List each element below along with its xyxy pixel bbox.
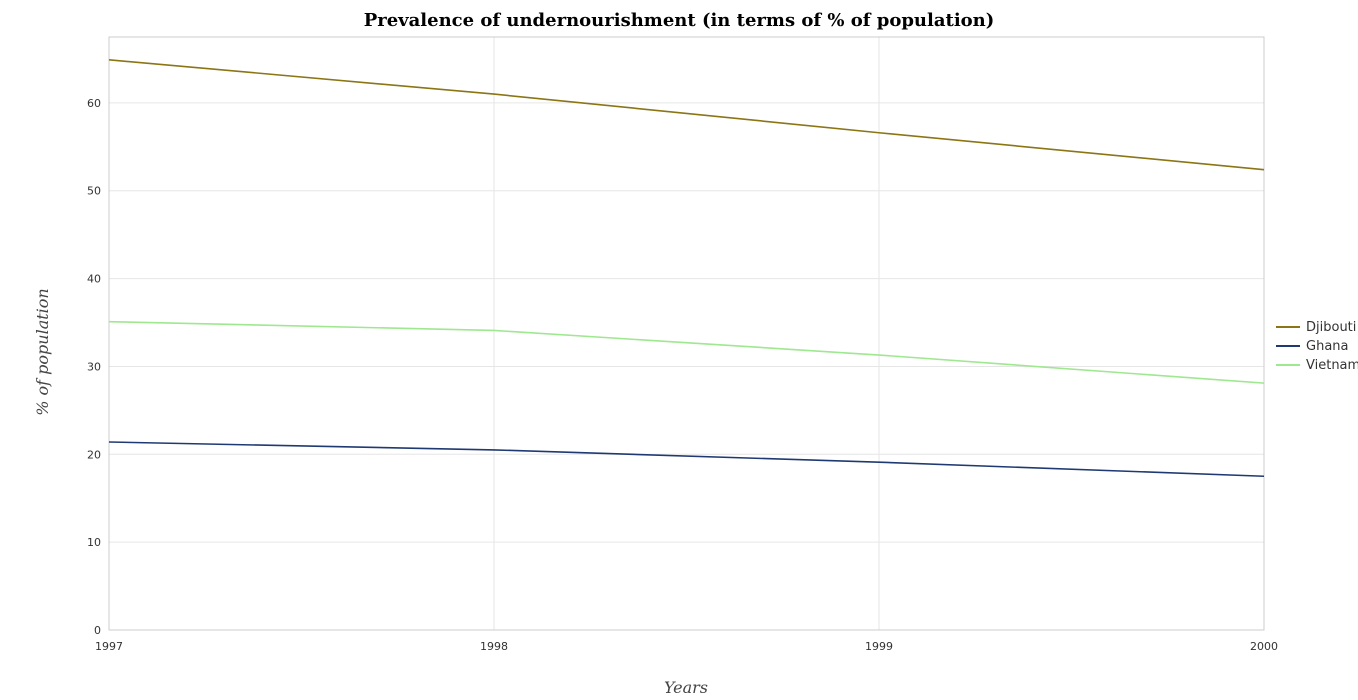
y-tick-label: 60 xyxy=(87,97,101,110)
y-tick-label: 50 xyxy=(87,185,101,198)
y-tick-label: 40 xyxy=(87,273,101,286)
legend-label-ghana: Ghana xyxy=(1306,339,1349,354)
x-tick-label: 2000 xyxy=(1250,640,1278,653)
plot-frame xyxy=(108,36,1265,631)
legend-label-vietnam: Vietnam xyxy=(1306,358,1358,373)
series-layer xyxy=(108,59,1265,478)
y-axis-label: % of population xyxy=(33,288,52,416)
x-tick-label: 1999 xyxy=(865,640,893,653)
y-tick-label: 10 xyxy=(87,536,101,549)
series-line-djibouti xyxy=(108,59,1265,171)
series-line-ghana xyxy=(108,441,1265,478)
x-tick-label: 1997 xyxy=(95,640,123,653)
legend-label-djibouti: Djibouti xyxy=(1306,320,1356,335)
y-tick-label: 20 xyxy=(87,448,101,461)
y-tick-label: 30 xyxy=(87,360,101,373)
series-line-vietnam xyxy=(108,320,1265,384)
legend: Djibouti Ghana Vietnam xyxy=(1276,320,1358,373)
x-tick-label: 1998 xyxy=(480,640,508,653)
y-tick-label: 0 xyxy=(94,624,101,637)
chart-title: Prevalence of undernourishment (in terms… xyxy=(364,10,995,31)
x-axis-label: Years xyxy=(664,678,708,697)
tick-layer: 1997 1998 1999 2000 0 10 20 30 40 50 60 xyxy=(87,97,1278,653)
grid-layer xyxy=(108,37,1265,631)
